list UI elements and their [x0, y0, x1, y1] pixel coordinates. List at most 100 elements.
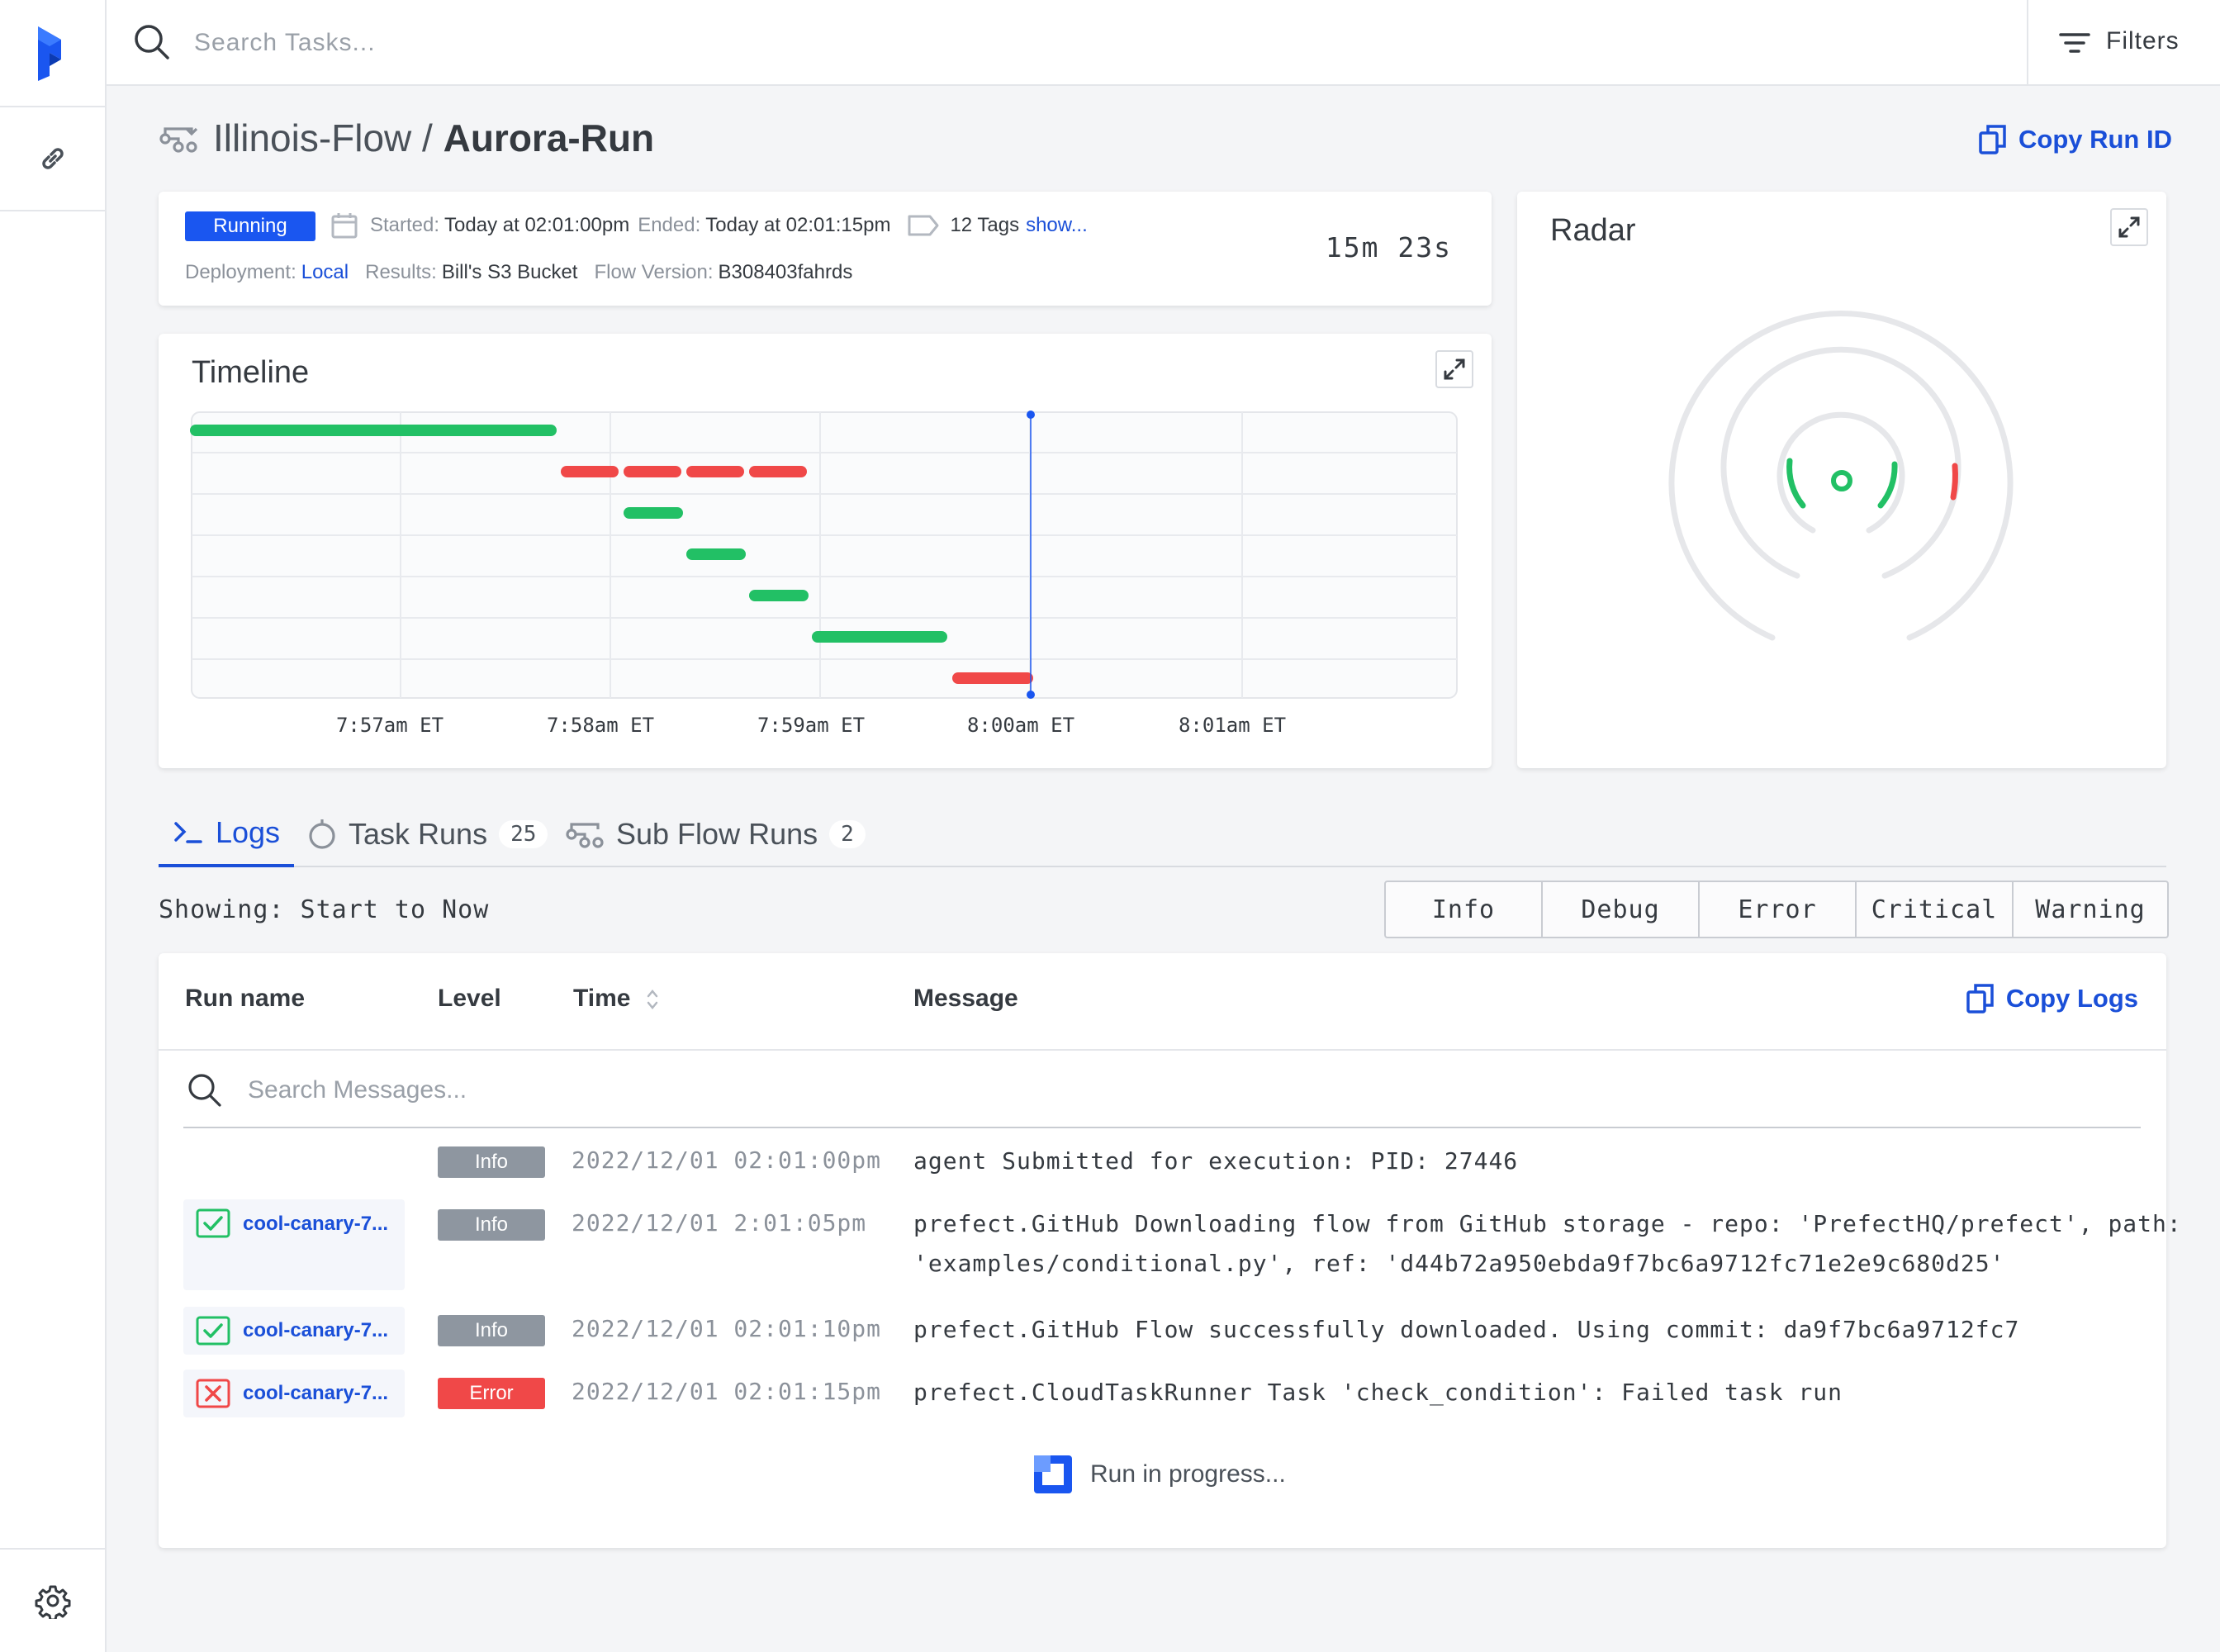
radar-expand-button[interactable] [2110, 208, 2148, 246]
timeline-card: Timeline 7: [159, 334, 1492, 768]
expand-icon [1444, 358, 1465, 380]
filters-button[interactable]: Filters [2027, 0, 2220, 86]
expand-icon [2118, 216, 2140, 238]
started-key: Started: [370, 214, 440, 236]
timeline-tick: 8:00am ET [967, 714, 1074, 737]
breadcrumb: Illinois-Flow / Aurora-Run [213, 116, 654, 160]
copy-run-id-label: Copy Run ID [2018, 125, 2172, 154]
search-messages-input[interactable] [248, 1069, 2065, 1112]
filters-label: Filters [2106, 27, 2180, 55]
sidebar-divider [0, 1548, 107, 1550]
log-message: prefect.GitHub Flow successfully downloa… [913, 1316, 2020, 1343]
check-icon [196, 1208, 230, 1238]
tab-task-runs-label: Task Runs [349, 817, 488, 851]
results-value: Bill's S3 Bucket [441, 261, 578, 283]
column-message: Message [913, 985, 1018, 1012]
run-info-card: Running Started: Today at 02:01:00pm End… [159, 192, 1492, 306]
log-level-filter: Info Debug Error Critical Warning [1384, 881, 2169, 938]
level-filter-critical[interactable]: Critical [1857, 882, 2014, 937]
radar-card: Radar [1517, 192, 2166, 768]
run-progress-indicator: Run in progress... [1032, 1454, 1286, 1495]
log-time: 2022/12/01 02:01:15pm [572, 1378, 882, 1405]
task-icon [309, 819, 335, 849]
radar-ring [1776, 411, 1905, 534]
radar-ring [1668, 311, 2014, 641]
filter-icon [2059, 33, 2090, 53]
status-badge: Running [185, 211, 315, 241]
run-name-link: cool-canary-7... [243, 1382, 389, 1404]
log-message-continued: 'examples/conditional.py', ref: 'd44b72a… [913, 1250, 2005, 1277]
level-filter-debug[interactable]: Debug [1543, 882, 1700, 937]
copy-logs-button[interactable]: Copy Logs [1966, 983, 2138, 1014]
radar-arc [1950, 463, 1958, 501]
column-time-label: Time [573, 985, 631, 1012]
run-meta-row: Deployment: Local Results: Bill's S3 Buc… [185, 261, 869, 284]
radar-chart [1668, 311, 2014, 641]
tags-count: 12 Tags [950, 214, 1020, 236]
log-message: agent Submitted for execution: PID: 2744… [913, 1147, 1519, 1175]
run-name-link: cool-canary-7... [243, 1319, 389, 1341]
run-name-cell[interactable]: cool-canary-7... [183, 1307, 405, 1355]
check-icon [196, 1316, 230, 1346]
tab-sub-flow-runs[interactable]: Sub Flow Runs 2 [565, 801, 866, 867]
timeline-chart: 7:57am ET 7:58am ET 7:59am ET 8:00am ET … [190, 411, 1458, 737]
tab-logs-label: Logs [215, 815, 281, 849]
breadcrumb-separator: / [411, 116, 444, 159]
gear-icon[interactable] [35, 1583, 71, 1619]
sort-icon [647, 990, 658, 1010]
sidebar-divider [0, 210, 107, 211]
search-icon [188, 1074, 221, 1107]
search-divider [183, 1127, 2141, 1128]
breadcrumb-run-name: Aurora-Run [443, 116, 655, 159]
logs-range-label: Showing: Start to Now [159, 895, 490, 924]
run-duration: 15m 23s [1325, 231, 1452, 263]
link-icon[interactable] [35, 140, 71, 177]
ended-value: Today at 02:01:15pm [705, 214, 891, 236]
search-icon [135, 25, 169, 59]
run-times-row: Started: Today at 02:01:00pm Ended: Toda… [330, 211, 1104, 240]
copy-run-id-button[interactable]: Copy Run ID [1979, 124, 2172, 155]
level-filter-info[interactable]: Info [1386, 882, 1543, 937]
radar-ring [1720, 346, 1961, 579]
breadcrumb-flow-name[interactable]: Illinois-Flow [213, 116, 412, 159]
timeline-expand-button[interactable] [1435, 350, 1473, 388]
sidebar [0, 0, 107, 1652]
timeline-tick: 8:01am ET [1179, 714, 1286, 737]
run-progress-label: Run in progress... [1090, 1460, 1286, 1488]
flow-icon [159, 127, 198, 153]
deployment-link[interactable]: Local [301, 261, 349, 283]
tab-task-runs[interactable]: Task Runs 25 [307, 801, 548, 867]
run-name-link: cool-canary-7... [243, 1213, 389, 1235]
radar-center-node [1831, 470, 1852, 491]
column-time[interactable]: Time [573, 985, 659, 1013]
log-time: 2022/12/01 02:01:10pm [572, 1315, 882, 1342]
tab-sub-flow-runs-label: Sub Flow Runs [616, 817, 818, 851]
logs-table-header: Run name Level Time Message Copy Logs [159, 953, 2166, 1051]
level-filter-warning[interactable]: Warning [2035, 895, 2146, 924]
sub-flow-runs-count: 2 [829, 820, 866, 848]
tab-logs[interactable]: Logs [159, 801, 294, 867]
radar-arc [1877, 461, 1898, 509]
prefect-logo-icon[interactable] [33, 26, 73, 81]
log-time: 2022/12/01 02:01:00pm [572, 1146, 882, 1174]
log-message: prefect.GitHub Downloading flow from Git… [913, 1210, 2182, 1237]
version-value: B308403fahrds [718, 261, 853, 283]
timeline-tick: 7:59am ET [757, 714, 865, 737]
calendar-icon [331, 213, 358, 239]
copy-logs-label: Copy Logs [2005, 984, 2138, 1013]
results-key: Results: [365, 261, 437, 283]
flow-icon [566, 823, 604, 848]
radar-title: Radar [1550, 213, 1636, 248]
timeline-tick: 7:57am ET [336, 714, 444, 737]
log-time: 2022/12/01 2:01:05pm [572, 1209, 867, 1237]
level-filter-error[interactable]: Error [1700, 882, 1857, 937]
started-value: Today at 02:01:00pm [444, 214, 630, 236]
logs-card: Run name Level Time Message Copy Logs In… [159, 953, 2181, 1548]
column-run-name: Run name [185, 985, 306, 1012]
run-name-cell[interactable]: cool-canary-7... [183, 1199, 405, 1290]
tags-show-link[interactable]: show... [1026, 214, 1088, 236]
level-badge: Info [438, 1209, 545, 1241]
terminal-icon [174, 822, 202, 843]
search-tasks-input[interactable] [194, 20, 1763, 66]
run-name-cell[interactable]: cool-canary-7... [183, 1370, 405, 1417]
